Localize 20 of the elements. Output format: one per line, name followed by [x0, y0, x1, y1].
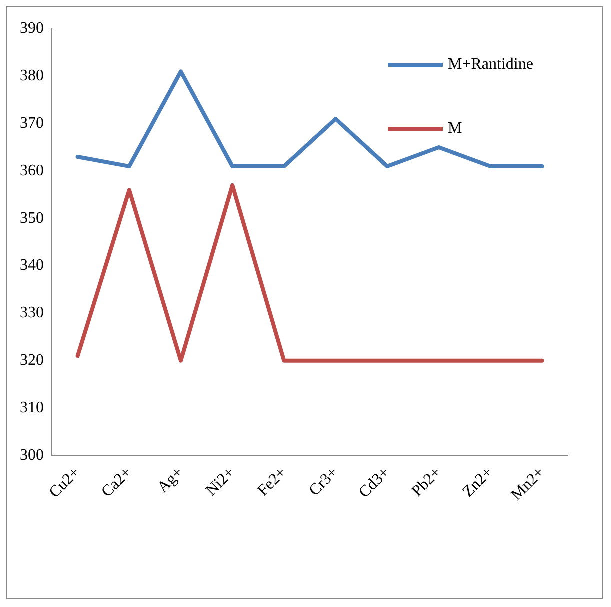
y-tick-label: 330 [20, 304, 44, 322]
y-tick-label: 320 [20, 352, 44, 370]
y-tick-label: 350 [20, 210, 44, 227]
x-tick-label: Fe2+ [254, 464, 290, 500]
x-tick-label: Pb2+ [408, 464, 445, 500]
y-tick-label: 360 [20, 162, 44, 180]
x-tick-label: Cr3+ [306, 464, 342, 500]
y-tick-label: 300 [20, 446, 44, 464]
x-tick-label: Cd3+ [356, 464, 394, 502]
y-tick-label: 390 [20, 20, 44, 38]
y-tick-label: 310 [20, 399, 44, 416]
legend-label: M [448, 120, 462, 138]
y-tick-label: 380 [20, 68, 44, 85]
y-tick-label: 370 [20, 115, 44, 132]
x-tick-label: Ni2+ [203, 464, 238, 500]
x-tick-label: Ca2+ [98, 464, 136, 501]
legend-label: M+Rantidine [448, 56, 534, 74]
y-tick-label: 340 [20, 257, 44, 274]
x-tick-label: Ag+ [154, 464, 187, 496]
x-tick-label: Cu2+ [46, 464, 84, 502]
